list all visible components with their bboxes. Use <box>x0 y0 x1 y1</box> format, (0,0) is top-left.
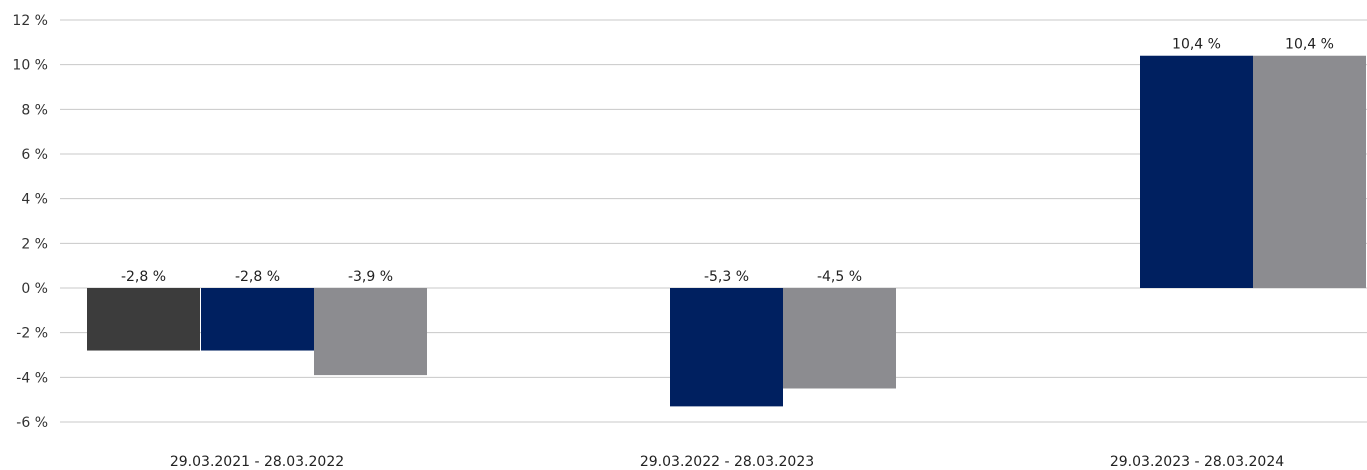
x-category-label: 29.03.2022 - 28.03.2023 <box>640 454 814 470</box>
bar <box>783 288 896 389</box>
bar <box>670 288 783 407</box>
bar <box>1140 55 1253 288</box>
y-tick-label: -2 % <box>16 326 48 342</box>
y-tick-label: -4 % <box>16 370 48 386</box>
y-tick-label: 0 % <box>21 281 48 297</box>
data-label: -4,5 % <box>817 269 862 285</box>
data-label: 10,4 % <box>1172 37 1221 53</box>
bar <box>201 288 314 351</box>
data-labels: -2,8 % -2,8 % -3,9 % -5,3 % -4,5 % 10,4 % 10,4… <box>121 37 1334 285</box>
data-label: -2,8 % <box>121 269 166 285</box>
data-label: -2,8 % <box>235 269 280 285</box>
x-category-label: 29.03.2023 - 28.03.2024 <box>1110 454 1284 470</box>
x-category-label: 29.03.2021 - 28.03.2022 <box>170 454 344 470</box>
y-tick-label: 6 % <box>21 147 48 163</box>
bar <box>314 288 427 376</box>
y-tick-label: -6 % <box>16 415 48 431</box>
y-tick-label: 4 % <box>21 192 48 208</box>
y-tick-label: 2 % <box>21 236 48 252</box>
y-tick-label: 12 % <box>12 13 48 29</box>
data-label: -3,9 % <box>348 269 393 285</box>
bar <box>1253 55 1366 288</box>
y-tick-label: 10 % <box>12 58 48 74</box>
bars <box>87 55 1366 407</box>
y-tick-label: 8 % <box>21 102 48 118</box>
category-labels: 29.03.2021 - 28.03.2022 29.03.2022 - 28.0… <box>170 454 1284 470</box>
y-axis-tick-labels: -6 % -4 % -2 % 0 % 2 % 4 % 6 % 8 % 10 % 12 % <box>12 13 48 431</box>
data-label: -5,3 % <box>704 269 749 285</box>
bar <box>87 288 200 351</box>
data-label: 10,4 % <box>1285 37 1334 53</box>
